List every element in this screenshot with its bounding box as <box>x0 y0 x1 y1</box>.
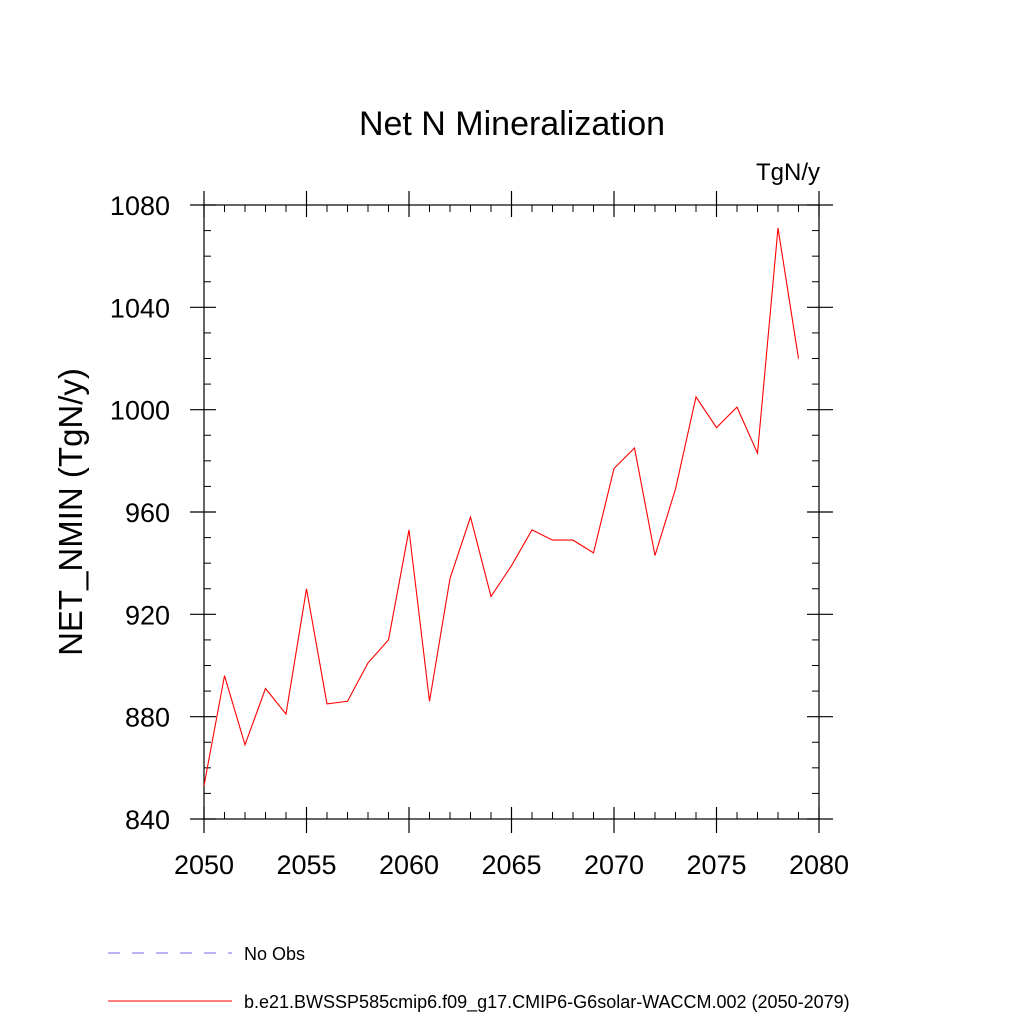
data-point <box>326 702 329 705</box>
data-point <box>285 713 288 716</box>
data-point <box>551 539 554 542</box>
x-tick-label: 2055 <box>276 850 336 880</box>
legend-label: No Obs <box>244 944 305 964</box>
data-point <box>449 577 452 580</box>
data-point <box>203 784 206 787</box>
x-tick-label: 2070 <box>584 850 644 880</box>
y-tick-label: 840 <box>125 805 170 835</box>
data-point <box>367 661 370 664</box>
tick-labels: 2050 2055 2060 2065 2070 2075 2080 840 880 920 960… <box>110 191 849 880</box>
data-point <box>654 554 657 557</box>
data-point <box>428 700 431 703</box>
legend: No Obs b.e21.BWSSP585cmip6.f09_g17.CMIP6-… <box>108 944 850 1013</box>
legend-label: b.e21.BWSSP585cmip6.f09_g17.CMIP6-G6sola… <box>244 992 850 1013</box>
x-tick-label: 2060 <box>379 850 439 880</box>
x-tick-label: 2080 <box>789 850 849 880</box>
y-tick-label: 960 <box>125 498 170 528</box>
series-group <box>203 227 800 787</box>
data-point <box>510 564 513 567</box>
data-point <box>223 674 226 677</box>
data-point <box>264 687 267 690</box>
data-point <box>756 452 759 455</box>
y-tick-label: 1040 <box>110 293 170 323</box>
x-tick-label: 2050 <box>174 850 234 880</box>
data-point <box>244 743 247 746</box>
data-point <box>736 406 739 409</box>
units-label: TgN/y <box>756 159 820 186</box>
data-point <box>469 516 472 519</box>
data-point <box>408 528 411 531</box>
y-tick-label: 1080 <box>110 191 170 221</box>
y-tick-label: 1000 <box>110 396 170 426</box>
data-point <box>777 227 780 230</box>
data-point <box>715 426 718 429</box>
major-ticks <box>190 191 833 833</box>
data-point <box>346 700 349 703</box>
x-tick-label: 2075 <box>686 850 746 880</box>
data-point <box>797 357 800 360</box>
data-point <box>633 447 636 450</box>
minor-ticks <box>204 205 819 819</box>
data-point <box>592 551 595 554</box>
y-tick-label: 920 <box>125 600 170 630</box>
chart-title: Net N Mineralization <box>359 105 665 143</box>
data-point <box>674 487 677 490</box>
x-tick-label: 2065 <box>481 850 541 880</box>
data-point <box>613 467 616 470</box>
data-point <box>695 395 698 398</box>
plot-frame <box>203 204 820 820</box>
data-point <box>572 539 575 542</box>
data-point <box>387 638 390 641</box>
y-tick-label: 880 <box>125 703 170 733</box>
data-point <box>490 595 493 598</box>
y-axis-label: NET_NMIN (TgN/y) <box>52 368 89 656</box>
data-point <box>531 528 534 531</box>
data-point <box>305 587 308 590</box>
series-line <box>203 227 800 786</box>
